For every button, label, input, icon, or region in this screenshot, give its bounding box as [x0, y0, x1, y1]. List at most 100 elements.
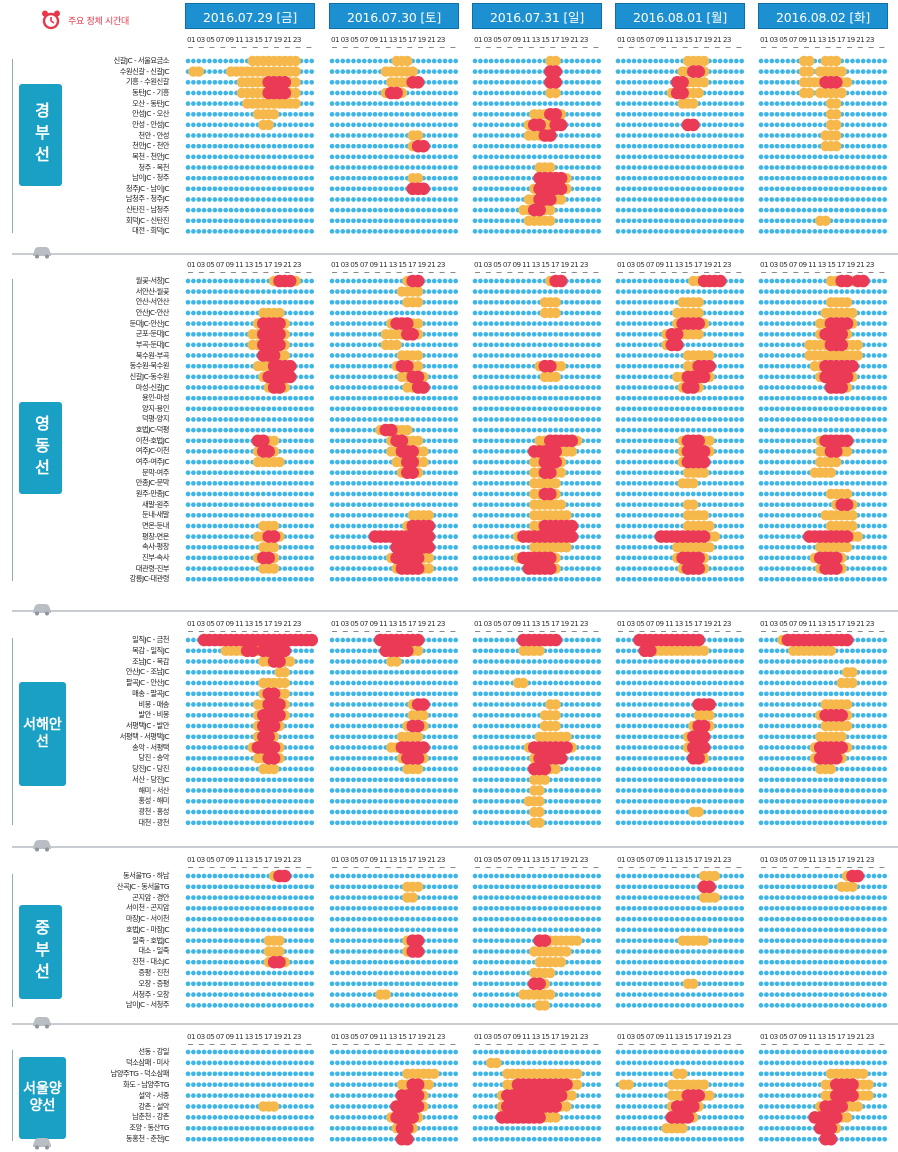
cell-normal: [504, 143, 510, 149]
cell-normal: [431, 449, 437, 454]
cell-normal: [378, 555, 383, 561]
cell-normal: [621, 90, 626, 96]
cell-normal: [378, 207, 383, 213]
cell-normal: [866, 79, 871, 85]
cell-normal: [615, 278, 621, 284]
cell-normal: [207, 186, 212, 192]
cell-normal: [574, 385, 580, 390]
segment-label: 오산 - 동탄JC: [132, 98, 169, 108]
cell-normal: [591, 470, 596, 476]
cell-normal: [356, 449, 362, 454]
segment-label: 마성-신갈JC: [135, 382, 170, 392]
segment-label: 군포-둔대JC: [135, 329, 170, 339]
cell-normal: [871, 58, 877, 64]
cell-normal: [442, 111, 448, 117]
hour-tick: [428, 47, 434, 48]
cell-normal: [478, 395, 483, 401]
cell-normal: [723, 331, 728, 337]
cell-normal: [615, 58, 621, 64]
hour-tick: [561, 47, 567, 48]
cell-normal: [223, 459, 229, 465]
segment-label: 청주 - 목천: [138, 162, 169, 172]
cell-normal: [642, 544, 648, 550]
cell-normal: [223, 299, 229, 305]
cell-normal: [223, 491, 229, 497]
cell-normal: [212, 449, 218, 454]
cell-normal: [478, 512, 483, 518]
cell-normal: [758, 58, 764, 64]
segment-label: 안산-서안산: [135, 297, 170, 307]
cell-normal: [351, 197, 356, 202]
hour-tick: [550, 272, 556, 273]
cell-normal: [201, 353, 207, 358]
cell-normal: [723, 353, 728, 358]
cell-normal: [448, 512, 453, 518]
cell-normal: [271, 395, 277, 401]
cell-normal: [234, 342, 239, 348]
cell-normal: [340, 133, 346, 138]
cell-normal: [415, 122, 421, 128]
cell-normal: [207, 331, 212, 337]
segment-label: 목천 - 천안JC: [132, 151, 169, 161]
hour-tick: [714, 272, 720, 273]
cell-slow: [391, 339, 402, 351]
cell-normal: [553, 395, 559, 401]
cell-normal: [250, 218, 255, 224]
cell-normal: [212, 406, 218, 412]
cell-normal: [239, 197, 245, 202]
cell-normal: [860, 79, 866, 85]
cell-normal: [647, 353, 653, 358]
cell-normal: [812, 207, 818, 213]
cell-normal: [212, 79, 218, 85]
cell-normal: [266, 175, 272, 181]
cell-slow: [290, 98, 301, 109]
cell-normal: [207, 449, 212, 454]
cell-normal: [282, 427, 288, 433]
cell-normal: [351, 480, 356, 486]
cell-normal: [674, 512, 680, 518]
cell-normal: [531, 342, 537, 348]
cell-normal: [510, 385, 516, 390]
cell-normal: [191, 218, 196, 224]
cell-normal: [712, 470, 718, 476]
cell-normal: [569, 459, 575, 465]
cell-normal: [356, 154, 362, 160]
cell-normal: [228, 353, 234, 358]
cell-normal: [521, 480, 526, 486]
cell-normal: [621, 512, 626, 518]
cell-normal: [850, 218, 855, 224]
cell-normal: [383, 289, 389, 294]
cell-normal: [637, 331, 642, 337]
cell-normal: [361, 58, 367, 64]
cell-normal: [621, 133, 626, 138]
cell-normal: [510, 207, 516, 213]
cell-normal: [615, 470, 621, 476]
cell-normal: [626, 69, 632, 74]
cell-normal: [223, 321, 229, 326]
cell-normal: [421, 207, 426, 213]
cell-normal: [585, 90, 591, 96]
cell-normal: [712, 395, 718, 401]
cell-normal: [298, 480, 304, 486]
cell-normal: [669, 229, 675, 234]
cell-normal: [372, 342, 378, 348]
cell-normal: [388, 576, 394, 582]
cell-normal: [696, 342, 702, 348]
cell-normal: [717, 459, 723, 465]
cell-normal: [669, 417, 675, 422]
cell-normal: [499, 470, 505, 476]
cell-normal: [796, 143, 802, 149]
cell-normal: [521, 449, 526, 454]
cell-normal: [250, 480, 255, 486]
cell-normal: [739, 438, 745, 444]
cell-normal: [483, 363, 489, 369]
cell-normal: [664, 395, 669, 401]
cell-normal: [329, 363, 335, 369]
cell-normal: [234, 449, 239, 454]
cell-normal: [212, 133, 218, 138]
cell-normal: [510, 289, 516, 294]
cell-normal: [812, 111, 818, 117]
cell-normal: [426, 218, 432, 224]
cell-normal: [510, 122, 516, 128]
cell-normal: [664, 438, 669, 444]
